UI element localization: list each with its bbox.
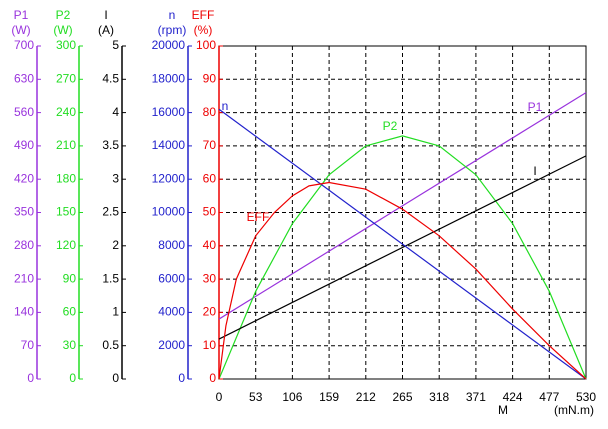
y-tick-label: 90 xyxy=(203,71,217,85)
y-tick-label: 240 xyxy=(56,105,76,119)
y-tick-label: 0 xyxy=(27,371,34,385)
y-axis-unit: (A) xyxy=(98,23,114,37)
y-tick-label: 180 xyxy=(56,171,76,185)
y-tick-label: 420 xyxy=(14,171,34,185)
y-tick-label: 3.5 xyxy=(102,138,119,152)
x-axis-label: M xyxy=(498,403,508,417)
y-tick-label: 700 xyxy=(14,38,34,52)
y-tick-label: 8000 xyxy=(158,238,185,252)
y-tick-label: 10000 xyxy=(152,205,186,219)
x-tick-label: 0 xyxy=(216,390,223,404)
y-tick-label: 4000 xyxy=(158,305,185,319)
y-axis-name: n xyxy=(169,8,176,22)
y-tick-label: 3 xyxy=(112,171,119,185)
y-tick-label: 12000 xyxy=(152,171,186,185)
y-axis-name: I xyxy=(104,8,107,22)
y-tick-label: 1 xyxy=(112,305,119,319)
y-tick-label: 0.5 xyxy=(102,338,119,352)
y-tick-label: 560 xyxy=(14,105,34,119)
y-tick-label: 140 xyxy=(14,305,34,319)
y-tick-label: 18000 xyxy=(152,71,186,85)
y-tick-label: 1.5 xyxy=(102,271,119,285)
y-axis-name: P1 xyxy=(14,8,29,22)
y-tick-label: 90 xyxy=(63,271,77,285)
y-tick-label: 280 xyxy=(14,238,34,252)
x-axis-unit: (mN.m) xyxy=(554,403,594,417)
y-tick-label: 100 xyxy=(196,38,216,52)
y-tick-label: 5 xyxy=(112,38,119,52)
y-tick-label: 70 xyxy=(21,338,35,352)
y-tick-label: 270 xyxy=(56,71,76,85)
y-tick-label: 16000 xyxy=(152,105,186,119)
y-axis-unit: (%) xyxy=(194,23,213,37)
series-line xyxy=(218,155,587,340)
y-axis-name: P2 xyxy=(56,8,71,22)
x-tick-label: 106 xyxy=(282,390,302,404)
y-tick-label: 210 xyxy=(56,138,76,152)
series-label: n xyxy=(222,99,229,113)
y-tick-label: 2.5 xyxy=(102,205,119,219)
series-label: I xyxy=(533,164,536,178)
series-line xyxy=(218,181,587,380)
y-tick-label: 150 xyxy=(56,205,76,219)
y-axis-unit: (rpm) xyxy=(158,23,187,37)
y-tick-label: 10 xyxy=(203,338,217,352)
y-axis-unit: (W) xyxy=(53,23,72,37)
y-tick-label: 80 xyxy=(203,105,217,119)
y-tick-label: 120 xyxy=(56,238,76,252)
x-tick-label: 477 xyxy=(539,390,559,404)
y-tick-label: 630 xyxy=(14,71,34,85)
series-line xyxy=(218,135,587,380)
y-tick-label: 490 xyxy=(14,138,34,152)
y-tick-label: 350 xyxy=(14,205,34,219)
x-tick-label: 212 xyxy=(356,390,376,404)
x-tick-label: 371 xyxy=(466,390,486,404)
y-tick-label: 0 xyxy=(178,371,185,385)
y-tick-label: 2000 xyxy=(158,338,185,352)
y-tick-label: 40 xyxy=(203,238,217,252)
series-label: P2 xyxy=(383,119,398,133)
y-tick-label: 30 xyxy=(63,338,77,352)
y-tick-label: 20 xyxy=(203,305,217,319)
y-tick-label: 20000 xyxy=(152,38,186,52)
y-tick-label: 0 xyxy=(209,371,216,385)
y-tick-label: 300 xyxy=(56,38,76,52)
x-tick-label: 265 xyxy=(392,390,412,404)
x-tick-label: 424 xyxy=(503,390,523,404)
y-tick-label: 60 xyxy=(203,171,217,185)
series-line xyxy=(218,92,587,320)
y-tick-label: 0 xyxy=(69,371,76,385)
y-tick-label: 30 xyxy=(203,271,217,285)
x-tick-label: 318 xyxy=(429,390,449,404)
y-tick-label: 4.5 xyxy=(102,71,119,85)
y-tick-label: 60 xyxy=(63,305,77,319)
y-tick-label: 50 xyxy=(203,205,217,219)
y-axis-name: EFF xyxy=(192,8,215,22)
y-tick-label: 70 xyxy=(203,138,217,152)
series-label: EFF xyxy=(247,210,270,224)
x-tick-label: 530 xyxy=(576,390,596,404)
x-tick-label: 159 xyxy=(319,390,339,404)
y-tick-label: 14000 xyxy=(152,138,186,152)
y-tick-label: 2 xyxy=(112,238,119,252)
series-label: P1 xyxy=(528,100,543,114)
y-tick-label: 0 xyxy=(112,371,119,385)
y-tick-label: 210 xyxy=(14,271,34,285)
y-tick-label: 4 xyxy=(112,105,119,119)
y-axis-unit: (W) xyxy=(11,23,30,37)
y-tick-label: 6000 xyxy=(158,271,185,285)
series-line xyxy=(218,108,587,380)
x-tick-label: 53 xyxy=(249,390,263,404)
